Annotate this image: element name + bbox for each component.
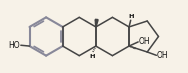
Text: H: H (89, 54, 94, 59)
Text: HO: HO (9, 41, 20, 50)
Text: H: H (128, 14, 133, 19)
Polygon shape (95, 21, 98, 23)
Polygon shape (95, 22, 97, 24)
Text: OH: OH (157, 51, 168, 60)
Text: OH: OH (139, 37, 150, 46)
Polygon shape (95, 19, 98, 21)
Polygon shape (96, 24, 97, 25)
